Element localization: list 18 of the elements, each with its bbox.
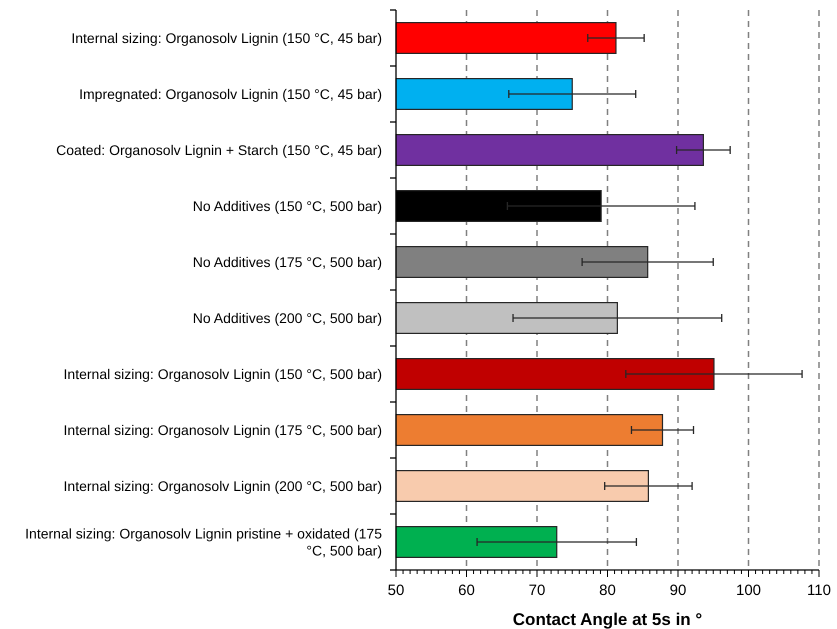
y-tick-label: Coated: Organosolv Lignin + Starch (150 °C, 45 bar) bbox=[56, 142, 382, 158]
y-tick-label: Internal sizing: Organosolv Lignin (200 °C, 500 bar) bbox=[64, 478, 382, 494]
x-tick-label: 90 bbox=[670, 582, 686, 599]
y-tick-label: No Additives (200 °C, 500 bar) bbox=[192, 310, 382, 326]
y-tick-label: No Additives (175 °C, 500 bar) bbox=[192, 254, 382, 270]
x-tick-label: 80 bbox=[599, 582, 616, 599]
x-tick-label: 70 bbox=[528, 582, 546, 599]
y-tick-label: Internal sizing: Organosolv Lignin pristine + oxidated (175 °C, 500 bar) bbox=[25, 526, 382, 558]
x-axis-title: Contact Angle at 5s in ° bbox=[512, 610, 702, 629]
y-tick-label: Impregnated: Organosolv Lignin (150 °C, 45 bar) bbox=[79, 86, 382, 102]
x-tick-label: 110 bbox=[807, 582, 831, 599]
y-tick-label: Internal sizing: Organosolv Lignin (175 °C, 500 bar) bbox=[64, 422, 382, 438]
y-tick-label: No Additives (150 °C, 500 bar) bbox=[192, 198, 382, 214]
x-tick-label: 50 bbox=[388, 582, 404, 599]
y-tick-label: Internal sizing: Organosolv Lignin (150 °C, 45 bar) bbox=[71, 30, 382, 46]
y-tick-label: Internal sizing: Organosolv Lignin (150 °C, 500 bar) bbox=[64, 366, 382, 382]
x-tick-label: 100 bbox=[736, 582, 762, 599]
x-tick-label: 60 bbox=[458, 582, 475, 599]
